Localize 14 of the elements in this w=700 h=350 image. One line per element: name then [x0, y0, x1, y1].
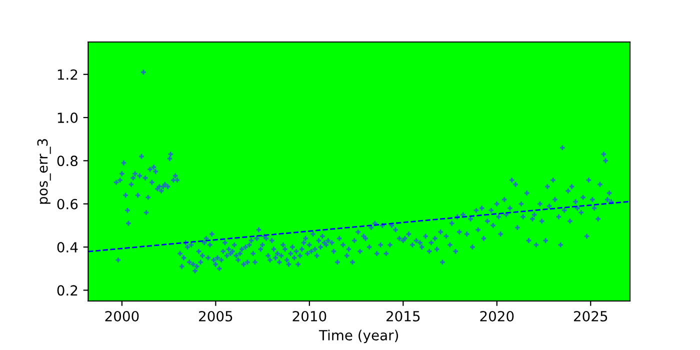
x-axis-title: Time (year)	[318, 330, 398, 344]
x-tick-label: 2020	[480, 310, 514, 322]
y-axis-title: pos_err_3	[37, 139, 51, 204]
y-tick-label: 1.2	[58, 69, 78, 80]
x-tick-label: 2015	[386, 310, 420, 322]
y-tick-label: 1.0	[58, 112, 78, 124]
x-tick-label: 2000	[105, 310, 139, 322]
y-tick-label: 0.2	[57, 285, 78, 296]
x-tick-label: 2025	[574, 310, 608, 322]
y-tick-label: 0.6	[57, 198, 78, 210]
y-tick-label: 0.8	[57, 156, 78, 166]
y-tick-label: 0.4	[57, 242, 78, 253]
x-tick-label: 2005	[199, 310, 232, 322]
x-tick-label: 2010	[292, 310, 326, 322]
